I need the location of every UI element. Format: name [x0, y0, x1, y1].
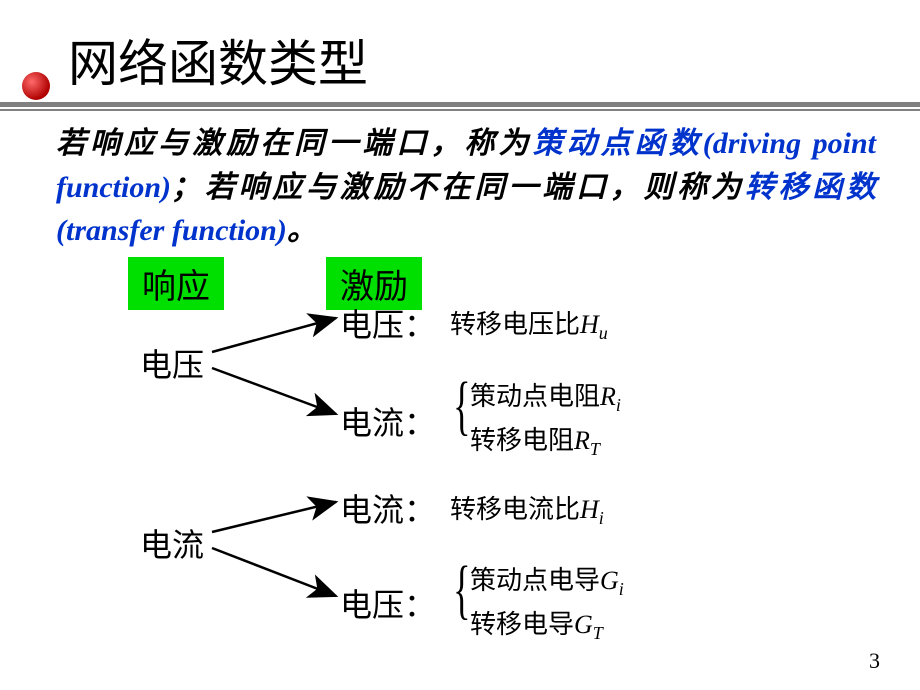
- para-suffix: 。: [287, 214, 317, 247]
- detail-hi: 转移电流比Hi: [450, 489, 604, 529]
- para-prefix: 若响应与激励在同一端口，称为: [56, 127, 533, 160]
- detail-gi: 策动点电导Gi: [470, 560, 624, 600]
- node-leaf-current-1: 电流：: [340, 398, 436, 444]
- detail-rt: 转移电阻RT: [470, 420, 600, 460]
- detail-hu: 转移电压比Hu: [450, 304, 608, 344]
- node-root-voltage: 电压: [140, 340, 204, 386]
- title-rule: [0, 102, 920, 111]
- title-bullet: [22, 72, 50, 100]
- brace-2: {: [453, 552, 470, 628]
- para-mid: ；若响应与激励不在同一端口，则称为: [171, 171, 745, 204]
- node-leaf-voltage-2: 电压：: [340, 580, 436, 626]
- brace-1: {: [453, 368, 470, 444]
- page-title: 网络函数类型: [68, 24, 368, 96]
- detail-ri: 策动点电阻Ri: [470, 376, 621, 416]
- page-number: 3: [869, 648, 880, 674]
- node-leaf-current-2: 电流：: [340, 485, 436, 531]
- node-root-current: 电流: [140, 520, 204, 566]
- intro-paragraph: 若响应与激励在同一端口，称为策动点函数(driving point functi…: [56, 122, 876, 253]
- diagram-area: 电压 电流 电压： 电流： 电流： 电压： 转移电压比Hu { 策动点电阻Ri …: [0, 290, 920, 670]
- detail-gt: 转移电导GT: [470, 604, 603, 644]
- node-leaf-voltage-1: 电压：: [340, 300, 436, 346]
